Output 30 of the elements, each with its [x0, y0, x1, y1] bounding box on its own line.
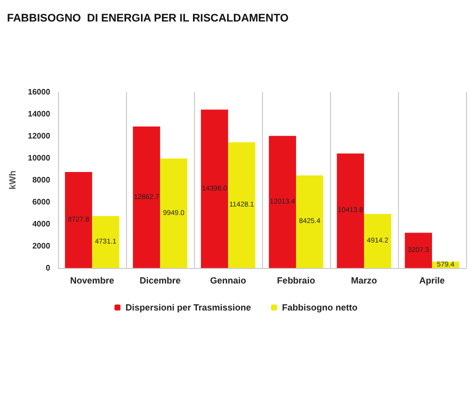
x-tick-label: Marzo	[351, 276, 378, 286]
x-tick-label: Aprile	[419, 276, 445, 286]
y-tick-label: 14000	[28, 110, 51, 118]
bar	[64, 172, 92, 268]
x-tick-label: Gennaio	[210, 276, 247, 286]
y-tick-label: 6000	[32, 198, 51, 206]
x-tick-label: Dicembre	[140, 276, 181, 286]
y-tick-label: 0	[46, 264, 51, 272]
y-axis-title: kWh	[8, 170, 18, 190]
y-tick-label: 10000	[28, 154, 51, 162]
chart-title: FABBISOGNO DI ENERGIA PER IL RISCALDAMENTO	[7, 12, 289, 24]
bar	[132, 126, 160, 268]
bar	[268, 136, 296, 268]
bar	[160, 158, 188, 268]
bar	[200, 110, 228, 268]
y-tick-label: 2000	[32, 242, 51, 250]
y-tick-label: 4000	[32, 220, 51, 228]
bar	[296, 175, 324, 268]
bar	[228, 142, 256, 268]
y-tick-label: 12000	[28, 132, 51, 140]
y-tick-label: 8000	[32, 176, 51, 184]
x-tick-label: Novembre	[70, 276, 114, 286]
bar	[404, 232, 432, 268]
x-tick-label: Febbraio	[277, 276, 316, 286]
legend-label: Fabbisogno netto	[282, 302, 358, 312]
bar	[92, 216, 120, 268]
bar	[364, 214, 392, 268]
y-tick-label: 16000	[28, 88, 51, 96]
bar	[336, 153, 364, 268]
legend-label: Dispersioni per Trasmissione	[125, 302, 252, 312]
